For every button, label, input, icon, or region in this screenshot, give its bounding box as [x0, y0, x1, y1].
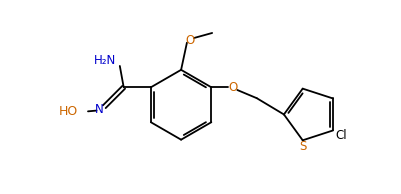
Text: HO: HO — [59, 105, 78, 118]
Text: O: O — [228, 81, 237, 94]
Text: S: S — [299, 140, 306, 153]
Text: O: O — [185, 34, 194, 47]
Text: Cl: Cl — [336, 129, 347, 142]
Text: H₂N: H₂N — [94, 54, 116, 67]
Text: N: N — [95, 103, 104, 116]
